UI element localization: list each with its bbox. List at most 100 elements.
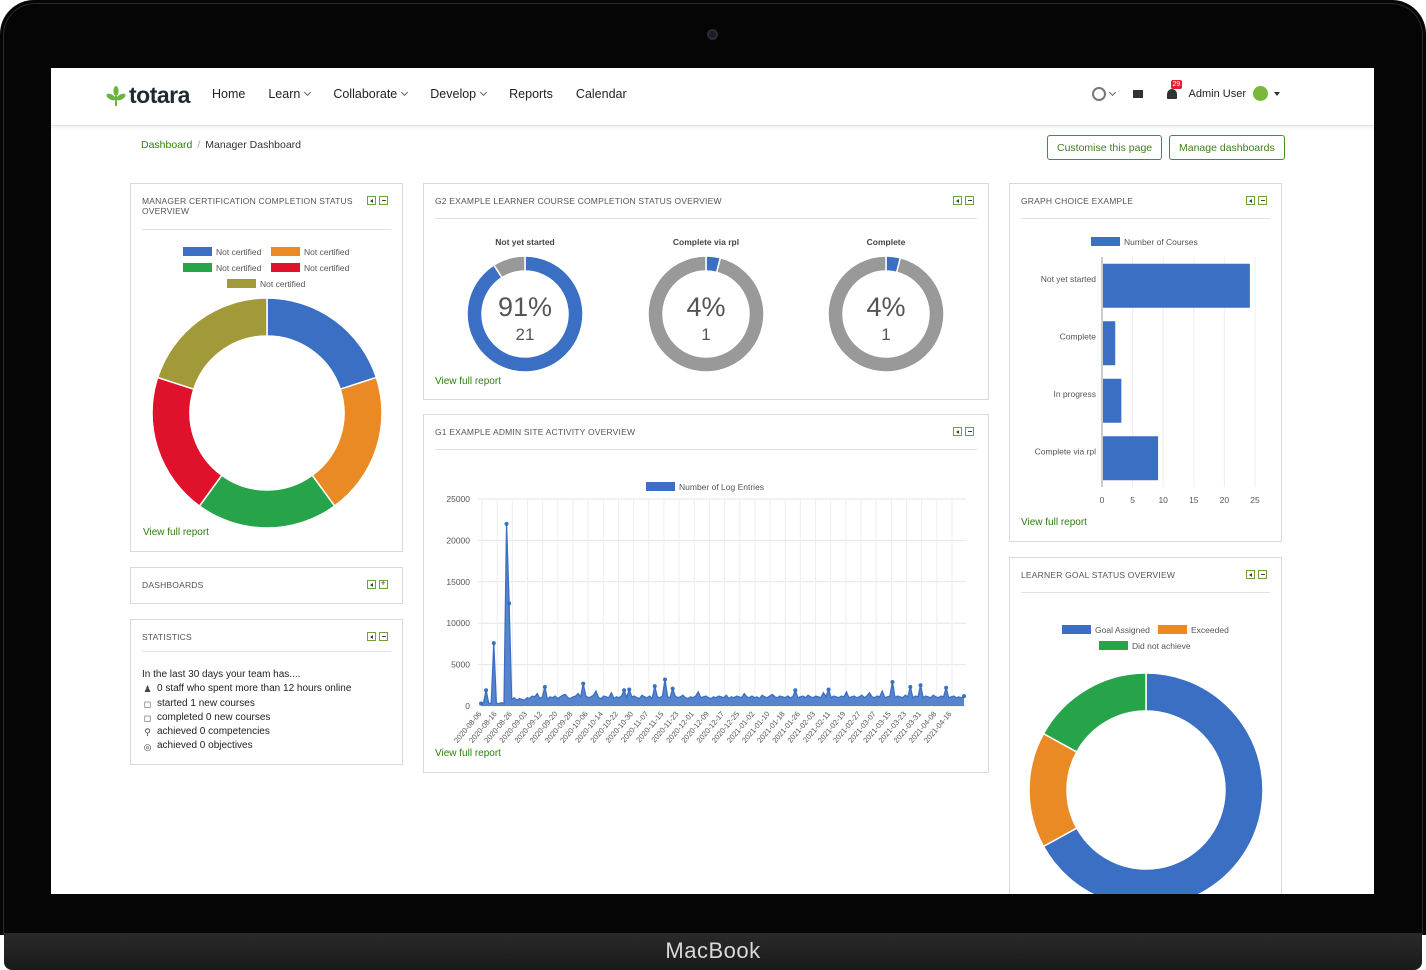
series-line <box>480 523 965 705</box>
move-left-icon[interactable] <box>1246 196 1255 205</box>
data-point <box>890 679 895 684</box>
nav-calendar[interactable]: Calendar <box>576 87 627 101</box>
block-dashboards: DASHBOARDS <box>130 567 403 604</box>
notification-badge: 29 <box>1170 79 1183 89</box>
nav-reports[interactable]: Reports <box>509 87 553 101</box>
nav-home[interactable]: Home <box>212 87 245 101</box>
header-right: 29 Admin User <box>1091 79 1280 101</box>
move-left-icon[interactable] <box>367 196 376 205</box>
collapse-icon[interactable] <box>965 427 974 436</box>
gear-icon[interactable] <box>1091 86 1106 101</box>
nav-develop[interactable]: Develop <box>430 87 488 101</box>
data-point <box>918 683 923 688</box>
block-controls <box>1246 196 1267 205</box>
nav-home-label: Home <box>212 87 246 101</box>
statistics-list: In the last 30 days your team has.... ♟ 0… <box>142 668 351 754</box>
nav-learn-label: Learn <box>268 87 301 101</box>
legend-swatch <box>646 482 675 491</box>
user-name[interactable]: Admin User <box>1188 87 1246 100</box>
collapse-icon[interactable] <box>379 632 388 641</box>
category-label: In progress <box>1053 389 1096 399</box>
legend-label: Exceeded <box>1191 625 1229 635</box>
collapse-icon[interactable] <box>965 196 974 205</box>
data-point <box>622 688 627 693</box>
user-clock-icon: ♟ <box>143 684 152 695</box>
data-point <box>507 601 512 606</box>
view-full-report-link[interactable]: View full report <box>435 376 501 387</box>
activity-line-chart: Number of Log Entries 0 5000 10000 15000 2000… <box>446 482 966 745</box>
data-point <box>627 687 632 692</box>
move-left-icon[interactable] <box>1246 570 1255 579</box>
move-left-icon[interactable] <box>367 632 376 641</box>
y-tick-label: 25000 <box>446 494 470 504</box>
manage-dashboards-button[interactable]: Manage dashboards <box>1169 135 1285 160</box>
legend-label: Not certified <box>260 279 306 289</box>
block-controls <box>367 632 388 641</box>
totara-logo[interactable]: totara <box>105 82 190 109</box>
category-label: Complete via rpl <box>1035 446 1097 456</box>
collapse-icon[interactable] <box>1258 570 1267 579</box>
gauge-slice <box>492 255 526 279</box>
bell-icon[interactable]: 29 <box>1166 79 1183 99</box>
gauge-label: Complete via rpl <box>673 237 739 247</box>
legend-swatch <box>271 247 300 256</box>
nav-learn[interactable]: Learn <box>268 87 312 101</box>
block-title: MANAGER CERTIFICATION COMPLETION STATUS … <box>142 196 353 216</box>
bar <box>1103 436 1159 481</box>
legend-label: Did not achieve <box>1132 641 1191 651</box>
customise-page-button[interactable]: Customise this page <box>1047 135 1163 160</box>
x-tick-label: 0 <box>1100 495 1105 505</box>
move-left-icon[interactable] <box>953 427 962 436</box>
cube-icon: ◻ <box>143 713 152 724</box>
x-tick-label: 5 <box>1130 495 1135 505</box>
avatar[interactable] <box>1253 86 1268 101</box>
nav-calendar-label: Calendar <box>575 87 627 101</box>
expand-icon[interactable] <box>379 578 388 589</box>
bar <box>1103 263 1250 308</box>
block-title: G1 EXAMPLE ADMIN SITE ACTIVITY OVERVIEW <box>435 427 636 437</box>
gauge-label: Not yet started <box>495 237 555 247</box>
data-point <box>826 687 831 692</box>
gauge-percent: 4% <box>866 292 905 322</box>
divider <box>142 651 391 652</box>
view-full-report-link[interactable]: View full report <box>143 527 209 538</box>
top-navbar: totara Home Learn Collaborate Develop Re… <box>51 68 1374 126</box>
breadcrumb-separator: / <box>197 139 201 151</box>
move-left-icon[interactable] <box>367 580 376 589</box>
x-tick-label: 25 <box>1250 495 1260 505</box>
statistics-intro: In the last 30 days your team has.... <box>142 669 301 680</box>
data-point <box>793 688 798 693</box>
mail-icon[interactable] <box>1132 89 1143 98</box>
move-left-icon[interactable] <box>953 196 962 205</box>
gauge-slice <box>466 255 584 373</box>
block-title: LEARNER GOAL STATUS OVERVIEW <box>1021 570 1176 580</box>
breadcrumb-dashboard[interactable]: Dashboard <box>141 139 193 151</box>
gauge-count: 1 <box>701 325 710 344</box>
cert-slice <box>311 376 383 508</box>
nav-collaborate[interactable]: Collaborate <box>333 87 409 101</box>
view-full-report-link[interactable]: View full report <box>1021 517 1087 528</box>
collapse-icon[interactable] <box>379 196 388 205</box>
data-point <box>479 701 483 706</box>
statistic-text: achieved 0 competencies <box>157 726 270 738</box>
goal-slice <box>1028 732 1078 848</box>
block-learner-goal: LEARNER GOAL STATUS OVERVIEW Goal Assign… <box>1009 557 1282 894</box>
block-title: G2 EXAMPLE LEARNER COURSE COMPLETION STA… <box>435 196 722 206</box>
x-tick-label: 15 <box>1189 495 1199 505</box>
data-point <box>962 694 966 699</box>
laptop-chin <box>4 933 1422 970</box>
divider <box>435 449 977 450</box>
gauge-slice <box>647 255 765 373</box>
data-point <box>581 681 586 686</box>
camera-icon <box>707 29 718 40</box>
target-icon: ◎ <box>143 741 152 752</box>
ribbon-icon: ⚲ <box>144 727 151 738</box>
data-point <box>652 684 657 689</box>
data-point <box>484 688 489 693</box>
statistic-text: started 1 new courses <box>157 697 255 709</box>
caret-down-icon[interactable] <box>1274 91 1280 96</box>
nav-collaborate-label: Collaborate <box>333 87 398 101</box>
collapse-icon[interactable] <box>1258 196 1267 205</box>
view-full-report-link[interactable]: View full report <box>435 748 501 759</box>
